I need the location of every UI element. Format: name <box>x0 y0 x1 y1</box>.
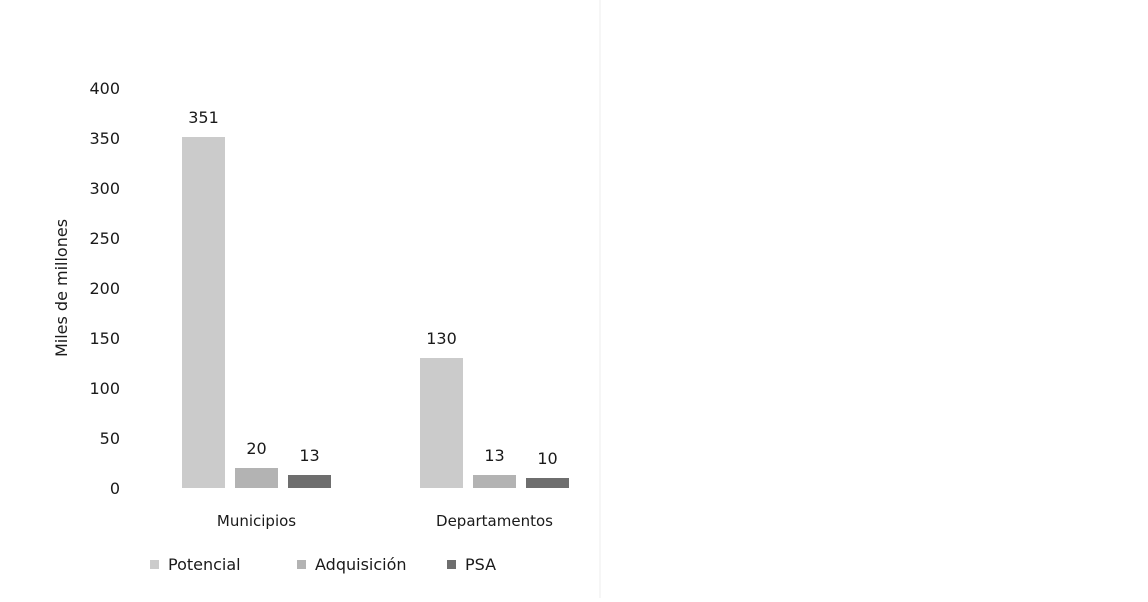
legend: Potencial Adquisición PSA <box>150 555 496 574</box>
data-label: 13 <box>484 446 504 465</box>
y-tick-label: 0 <box>110 479 120 498</box>
y-tick-label: 50 <box>100 429 120 448</box>
bar-psa-departamentos <box>526 478 569 488</box>
category-label: Municipios <box>217 512 296 530</box>
bar-potencial-municipios <box>182 137 225 488</box>
legend-swatch <box>297 560 306 569</box>
y-tick-label: 400 <box>89 79 120 98</box>
legend-label: Potencial <box>168 555 241 574</box>
bar-potencial-departamentos <box>420 358 463 488</box>
bar-psa-municipios <box>288 475 331 488</box>
legend-swatch <box>150 560 159 569</box>
data-label: 20 <box>246 439 266 458</box>
bar-adquisición-departamentos <box>473 475 516 488</box>
legend-label: Adquisición <box>315 555 407 574</box>
data-label: 13 <box>299 446 319 465</box>
y-axis: 0 50 100 150 200 250 300 350 400 <box>89 79 120 498</box>
y-tick-label: 150 <box>89 329 120 348</box>
data-label: 130 <box>426 329 457 348</box>
y-tick-label: 200 <box>89 279 120 298</box>
y-axis-label: Miles de millones <box>52 219 71 357</box>
data-label: 351 <box>188 108 219 127</box>
bar-adquisición-municipios <box>235 468 278 488</box>
data-label: 10 <box>537 449 557 468</box>
y-tick-label: 350 <box>89 129 120 148</box>
legend-swatch <box>447 560 456 569</box>
legend-label: PSA <box>465 555 496 574</box>
y-tick-label: 250 <box>89 229 120 248</box>
y-tick-label: 300 <box>89 179 120 198</box>
y-tick-label: 100 <box>89 379 120 398</box>
bars: 351 20 13 130 13 10 <box>182 108 569 488</box>
category-labels: Municipios Departamentos <box>217 512 553 530</box>
category-label: Departamentos <box>436 512 553 530</box>
